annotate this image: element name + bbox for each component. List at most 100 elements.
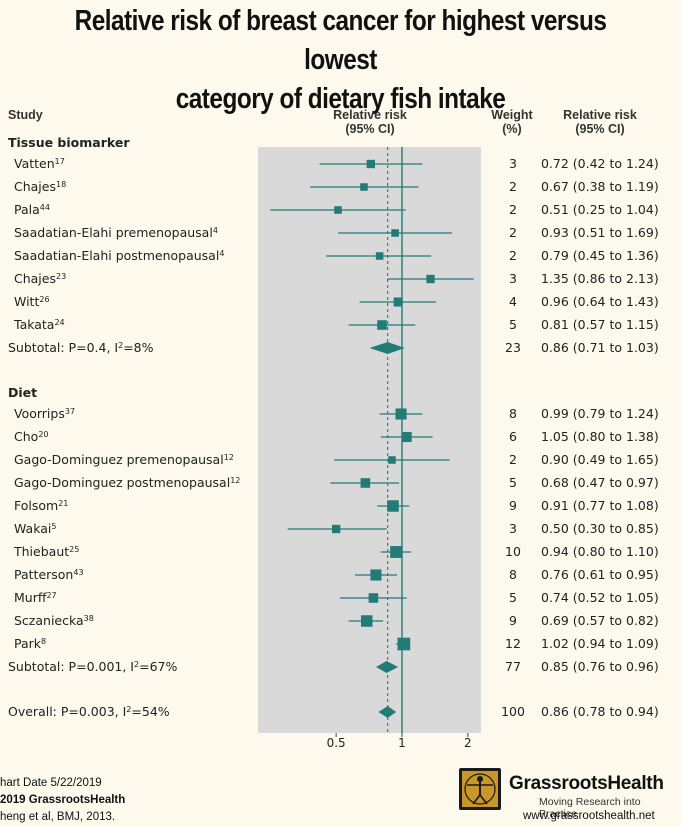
- weight-value: 2: [509, 202, 517, 217]
- study-label: Cho20: [14, 429, 49, 444]
- point-estimate-marker: [393, 297, 403, 307]
- weight-value: 2: [509, 179, 517, 194]
- header-weight-line2: (%): [502, 122, 522, 136]
- header-rrci-line2: (95% CI): [575, 122, 625, 136]
- study-label: Chajes18: [14, 179, 66, 194]
- rr-ci-value: 0.90 (0.49 to 1.65): [541, 452, 659, 467]
- subtotal-rr-ci: 0.86 (0.71 to 1.03): [541, 340, 659, 355]
- rr-ci-value: 1.02 (0.94 to 1.09): [541, 636, 659, 651]
- subtotal-label: Subtotal: P=0.001, I2=67%: [8, 659, 177, 674]
- point-estimate-marker: [331, 524, 341, 534]
- study-label: Takata24: [13, 317, 65, 332]
- point-estimate-marker: [375, 252, 384, 260]
- weight-value: 12: [505, 636, 521, 651]
- logo-url[interactable]: www.grassrootshealth.net: [523, 810, 655, 822]
- rr-ci-value: 0.76 (0.61 to 0.95): [541, 567, 659, 582]
- point-estimate-marker: [370, 569, 382, 581]
- weight-value: 5: [509, 590, 517, 605]
- study-label: Murff27: [14, 590, 57, 605]
- point-estimate-marker: [334, 206, 342, 214]
- footer-citation: heng et al, BMJ, 2013.: [0, 811, 116, 823]
- point-estimate-marker: [390, 546, 403, 558]
- rr-ci-value: 0.72 (0.42 to 1.24): [541, 156, 659, 171]
- rr-ci-value: 0.68 (0.47 to 0.97): [541, 475, 659, 490]
- weight-value: 3: [509, 156, 517, 171]
- study-label: Gago-Dominguez premenopausal12: [14, 452, 234, 467]
- vitruvian-logo-icon: [459, 768, 501, 810]
- subtotal-weight: 23: [505, 340, 521, 355]
- overall-diamond: [378, 706, 397, 718]
- header-relative-risk: Relative risk (95% CI): [310, 108, 430, 136]
- footer-chart-date: hart Date 5/22/2019: [0, 777, 102, 789]
- subtotal-diamond: [375, 661, 399, 673]
- rr-ci-value: 0.91 (0.77 to 1.08): [541, 498, 659, 513]
- header-rr-line1: Relative risk: [333, 108, 407, 122]
- rr-ci-value: 1.35 (0.86 to 2.13): [541, 271, 659, 286]
- overall-rr-ci: 0.86 (0.78 to 0.94): [541, 704, 659, 719]
- study-label: Chajes23: [14, 271, 66, 286]
- weight-value: 2: [509, 452, 517, 467]
- group-heading: Tissue biomarker: [8, 135, 130, 150]
- plot-panel: [258, 147, 481, 733]
- header-study: Study: [8, 108, 43, 122]
- footer-copyright: 2019 GrassrootsHealth: [0, 794, 126, 806]
- point-estimate-marker: [387, 500, 399, 512]
- weight-value: 10: [505, 544, 521, 559]
- point-estimate-marker: [368, 593, 379, 603]
- rr-ci-value: 0.93 (0.51 to 1.69): [541, 225, 659, 240]
- study-label: Witt26: [14, 294, 50, 309]
- title-line-2: category of dietary fish intake: [175, 83, 506, 115]
- point-estimate-marker: [360, 615, 373, 627]
- grassrootshealth-logo[interactable]: GrassrootsHealth Moving Research into Pr…: [459, 768, 681, 827]
- logo-name: GrassrootsHealth: [509, 773, 664, 794]
- point-estimate-marker: [366, 159, 375, 169]
- chart-title: Relative risk of breast cancer for highe…: [54, 2, 626, 119]
- point-estimate-marker: [377, 320, 387, 330]
- rr-ci-value: 0.69 (0.57 to 0.82): [541, 613, 659, 628]
- footer-credits: hart Date 5/22/2019 2019 GrassrootsHealt…: [0, 775, 125, 826]
- x-tick-label: 0.5: [327, 736, 346, 750]
- weight-value: 3: [509, 271, 517, 286]
- point-estimate-marker: [395, 408, 407, 420]
- group-heading: Diet: [8, 385, 37, 400]
- rr-ci-value: 0.79 (0.45 to 1.36): [541, 248, 659, 263]
- header-rr-line2: (95% CI): [345, 122, 395, 136]
- weight-value: 5: [509, 317, 517, 332]
- overall-weight: 100: [501, 704, 525, 719]
- weight-value: 5: [509, 475, 517, 490]
- rr-ci-value: 0.94 (0.80 to 1.10): [541, 544, 659, 559]
- weight-value: 8: [509, 567, 517, 582]
- study-label: Saadatian-Elahi premenopausal4: [14, 225, 218, 240]
- study-label: Patterson43: [14, 567, 84, 582]
- title-line-1: Relative risk of breast cancer for highe…: [74, 5, 607, 76]
- rr-ci-value: 0.74 (0.52 to 1.05): [541, 590, 659, 605]
- subtotal-rr-ci: 0.85 (0.76 to 0.96): [541, 659, 659, 674]
- weight-value: 2: [509, 248, 517, 263]
- study-label: Sczaniecka38: [14, 613, 94, 628]
- study-label: Vatten17: [14, 156, 65, 171]
- point-estimate-marker: [401, 431, 412, 443]
- rr-ci-value: 0.81 (0.57 to 1.15): [541, 317, 659, 332]
- point-estimate-marker: [360, 478, 371, 488]
- x-tick-label: 1: [398, 736, 406, 750]
- overall-label: Overall: P=0.003, I2=54%: [8, 704, 170, 719]
- x-tick-label: 2: [464, 736, 472, 750]
- weight-value: 8: [509, 406, 517, 421]
- point-estimate-marker: [397, 637, 411, 651]
- study-label: Park8: [14, 636, 46, 651]
- weight-value: 2: [509, 225, 517, 240]
- study-label: Thiebaut25: [13, 544, 79, 559]
- study-label: Folsom21: [14, 498, 68, 513]
- subtotal-label: Subtotal: P=0.4, I2=8%: [8, 340, 154, 355]
- header-weight-line1: Weight: [491, 108, 533, 122]
- forest-plot: Tissue biomarker Vatten17 3 0.72 (0.42 to 1…: [8, 135, 659, 750]
- subtotal-diamond: [369, 342, 405, 354]
- rr-ci-value: 1.05 (0.80 to 1.38): [541, 429, 659, 444]
- rr-ci-value: 0.67 (0.38 to 1.19): [541, 179, 659, 194]
- weight-value: 3: [509, 521, 517, 536]
- weight-value: 9: [509, 613, 517, 628]
- point-estimate-marker: [360, 183, 368, 191]
- weight-value: 6: [509, 429, 517, 444]
- study-label: Gago-Dominguez postmenopausal12: [14, 475, 240, 490]
- point-estimate-marker: [426, 274, 435, 284]
